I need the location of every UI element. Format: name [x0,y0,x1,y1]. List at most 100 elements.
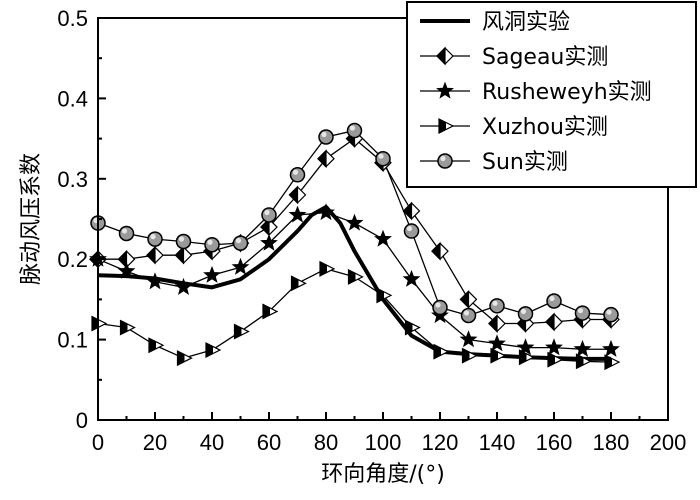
series-3-point [459,330,478,348]
legend-marker [436,81,454,99]
series-3-point [374,229,392,247]
series-5-point [517,306,534,322]
legend-box [406,1,697,188]
series-5-point [232,235,249,251]
legend-label: 风洞实验 [482,10,570,35]
series-2-point [431,241,449,261]
series-4-point [547,351,564,368]
axis-tick-labels: 0 20 40 60 80 100 120 140 160 180 200 0 0.1 0.2 0.3 0.4… [57,6,686,455]
series-4-point [319,260,336,277]
series-4-point [233,323,250,340]
series-4-point [376,287,393,304]
x-tick-label: 180 [593,430,630,455]
series-5-point [289,167,306,183]
series-5-point [318,129,334,145]
x-tick-label: 140 [479,430,516,455]
series-2-point [288,185,307,205]
legend: 风洞实验 Sageau实测 Rusheweyh实测 Xuzhou实测 Sun实测 [406,1,697,188]
legend-label: Rusheweyh实测 [482,80,652,105]
series-3-point [602,339,620,357]
series-5-point [603,306,619,323]
legend-marker [438,118,455,134]
x-tick-label: 0 [92,430,104,455]
legend-item: Rusheweyh实测 [420,80,652,105]
legend-marker [436,46,454,66]
series-3-point [260,233,278,251]
series-2-point [317,149,335,169]
series-3-point [573,339,592,357]
series-3-point [174,277,193,295]
series-3-point [203,265,221,283]
x-tick-label: 120 [422,430,459,455]
series-5-point [147,231,163,247]
y-tick-label: 0.5 [57,6,88,31]
series-5-point [460,307,477,324]
series-4-point [119,319,136,336]
x-tick-label: 40 [200,430,224,455]
legend-label: Sun实测 [482,150,568,175]
series-markers [89,122,621,371]
series-4-point [262,303,279,320]
series-4-point [518,349,535,366]
series-5-point [346,122,363,139]
series-4-point [148,337,165,354]
series-4-point [347,268,364,285]
series-2-point [174,245,193,265]
y-tick-label: 0.1 [57,328,88,353]
series-3-point [516,338,535,356]
series-line-1 [97,204,611,361]
series-5-point [546,293,562,309]
series-4-point [433,343,450,360]
series-3-point [146,272,164,290]
legend-item: Sageau实测 [420,45,608,70]
series-3-point [345,213,364,231]
series-2-point [402,201,421,221]
series-2-point [117,249,136,269]
series-5-point [118,225,135,242]
series-5-point [261,207,277,223]
legend-item: Xuzhou实测 [420,115,608,140]
y-tick-label: 0 [76,408,88,433]
x-axis-title: 环向角度/(°) [321,462,445,487]
series-4-point [404,319,421,336]
series-4-point [205,342,222,359]
series-5-point [175,233,192,250]
x-tick-label: 200 [650,430,687,455]
series-3-point [488,334,506,352]
legend-label: Xuzhou实测 [482,115,608,140]
series-4-point [176,350,193,367]
x-tick-label: 20 [143,430,167,455]
legend-label: Sageau实测 [482,45,608,70]
series-2-point [545,312,563,332]
y-tick-label: 0.2 [57,247,88,272]
y-tick-label: 0.4 [57,86,88,111]
y-axis-title: 脉动风压系数 [19,153,44,285]
y-tick-label: 0.3 [57,167,88,192]
series-5-point [375,150,391,167]
series-2-point [488,314,506,333]
x-tick-label: 60 [257,430,281,455]
series-3-point [231,257,250,275]
series-2-point [146,245,164,265]
legend-item: Sun实测 [420,150,568,175]
series-4-point [290,275,307,292]
series-4-point [490,347,507,364]
series-5-point [432,299,448,316]
series-2-point [459,289,478,309]
series-4-point [604,354,621,371]
series-5-point [204,236,220,253]
series-3-point [288,205,307,223]
x-tick-label: 80 [314,430,338,455]
x-tick-label: 100 [365,430,402,455]
legend-marker [437,153,453,169]
series-4-point [575,353,592,370]
axis-ticks [97,17,669,421]
series-5-point [489,298,505,314]
series-3-point [117,261,136,279]
series-5-point [574,305,591,321]
x-tick-label: 160 [536,430,573,455]
series-5-point [403,223,420,239]
series-3-point [402,269,421,287]
series-3-point [545,338,563,356]
